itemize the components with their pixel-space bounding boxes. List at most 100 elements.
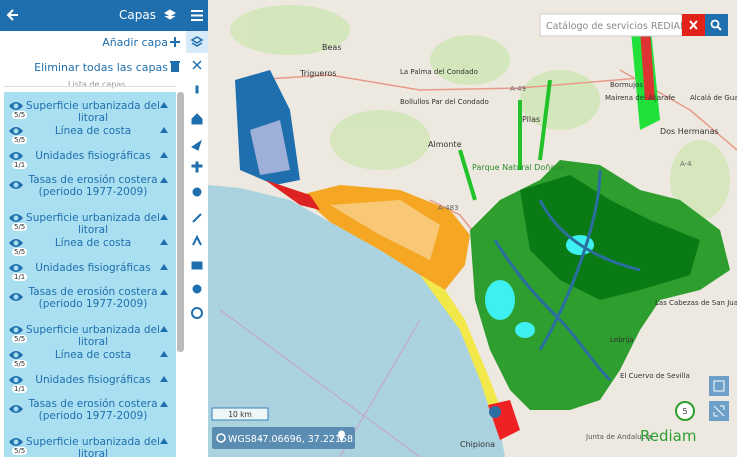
collapse-icon[interactable] [160,264,168,270]
layer-name: Tasas de erosión costera (periodo 1977-2… [28,398,158,422]
collapse-icon[interactable] [160,152,168,158]
visibility-icon[interactable] [8,212,24,224]
collapse-icon[interactable] [160,102,168,108]
layer-item[interactable]: Superficie urbanizada del litoral 5/5 [4,320,176,348]
layers-panel: Capas Añadir capa Eliminar todas las cap… [0,0,187,457]
layer-name: Superficie urbanizada del litoral [26,436,160,457]
layer-name: Línea de costa [54,125,132,137]
scrollbar[interactable] [177,92,184,352]
map-label: Pilas [522,115,540,124]
visibility-icon[interactable] [8,374,24,386]
map-label: Mairena del Aljarafe [605,94,675,102]
map-label: Bollullos Par del Condado [400,98,489,106]
layer-badge: 1/1 [12,385,28,393]
visibility-icon[interactable] [8,291,24,303]
layer-name: Tasas de erosión costera (periodo 1977-2… [28,174,158,198]
scale-label: 10 km [228,410,252,419]
layer-item[interactable]: Unidades fisiográficas 1/1 [4,258,176,283]
map-label: Beas [322,43,341,52]
layer-name: Superficie urbanizada del litoral [26,324,160,348]
layer-badge: 1/1 [12,161,28,169]
visibility-icon[interactable] [8,237,24,249]
visibility-icon[interactable] [8,100,24,112]
layer-badge: 5/5 [12,447,28,455]
layer-item[interactable]: Superficie urbanizada del litoral 5/5 [4,96,176,124]
collapse-icon[interactable] [160,127,168,133]
layer-item[interactable]: Línea de costa 5/5 [4,121,176,146]
visibility-icon[interactable] [8,262,24,274]
layer-name: Unidades fisiográficas [35,262,151,274]
collapse-icon[interactable] [160,239,168,245]
map-label: A-483 [438,204,459,212]
map-label: Lebrija [610,336,634,344]
layer-badge: 5/5 [12,335,28,343]
add-layer[interactable]: Añadir capa [102,36,168,49]
collapse-icon[interactable] [160,214,168,220]
map-label: Alcalá de Guadaíra [690,94,737,102]
layer-item[interactable]: Unidades fisiográficas 1/1 [4,370,176,395]
scale-bar [211,407,269,421]
layer-name: Unidades fisiográficas [35,150,151,162]
visibility-icon[interactable] [8,403,24,415]
visibility-icon[interactable] [8,324,24,336]
visibility-icon[interactable] [8,179,24,191]
add-icon [170,37,180,47]
layer-item[interactable]: Tasas de erosión costera (periodo 1977-2… [4,395,176,432]
visibility-icon[interactable] [8,349,24,361]
layer-badge: 5/5 [12,111,28,119]
layer-item[interactable]: Tasas de erosión costera (periodo 1977-2… [4,171,176,208]
map[interactable]: Catálogo de servicios REDIAM Beas Triguer… [208,0,737,457]
search-button[interactable] [705,14,728,36]
trash-icon [170,61,180,72]
back-button[interactable] [6,8,20,22]
collapse-icon[interactable] [160,289,168,295]
list-label: Lista de capas [68,80,126,89]
crs-label: WGS84 [228,434,263,445]
map-label: Bormujos [610,81,643,89]
remove-all[interactable]: Eliminar todas las capas [34,61,168,74]
counter-value: 5 [682,407,687,416]
layer-name: Superficie urbanizada del litoral [26,212,160,236]
collapse-icon[interactable] [160,438,168,444]
layer-badge: 1/1 [12,273,28,281]
layers-icon [164,9,176,20]
collapse-icon[interactable] [160,177,168,183]
menu-button[interactable] [186,0,208,31]
map-label: Parque Natural Doñana [472,163,565,172]
map-label: Las Cabezas de San Juan [655,299,737,307]
map-label: Junta de Andalucía [585,433,652,441]
map-label: Almonte [428,140,462,149]
map-label: El Cuervo de Sevilla [620,372,690,380]
layer-item[interactable]: Línea de costa 5/5 [4,233,176,258]
collapse-icon[interactable] [160,401,168,407]
map-label: La Palma del Condado [400,68,478,76]
layer-item[interactable]: Unidades fisiográficas 1/1 [4,146,176,171]
panel-header: Capas [0,0,186,31]
layer-item[interactable]: Superficie urbanizada del litoral 5/5 [4,432,176,457]
layer-item[interactable]: Tasas de erosión costera (periodo 1977-2… [4,283,176,320]
layer-name: Tasas de erosión costera (periodo 1977-2… [28,286,158,310]
visibility-icon[interactable] [8,125,24,137]
layer-item[interactable]: Superficie urbanizada del litoral 5/5 [4,208,176,236]
layer-list: Superficie urbanizada del litoral 5/5 Lín… [4,92,176,457]
collapse-icon[interactable] [160,376,168,382]
map-label: Rediam [640,427,696,445]
panel-title: Capas [119,8,156,22]
collapse-icon[interactable] [160,326,168,332]
layers-tool[interactable] [186,31,208,53]
layer-badge: 5/5 [12,360,28,368]
collapse-icon[interactable] [160,351,168,357]
search-input[interactable]: Catálogo de servicios REDIAM [546,21,688,32]
map-label: Chipiona [460,440,495,449]
counter[interactable] [675,401,695,421]
basemap-button[interactable] [709,376,729,396]
layer-item[interactable]: Línea de costa 5/5 [4,345,176,370]
divider [4,86,176,87]
map-label: Dos Hermanas [660,127,719,136]
visibility-icon[interactable] [8,150,24,162]
layer-badge: 5/5 [12,248,28,256]
visibility-icon[interactable] [8,436,24,448]
layer-name: Unidades fisiográficas [35,374,151,386]
map-label: A-49 [510,85,526,93]
